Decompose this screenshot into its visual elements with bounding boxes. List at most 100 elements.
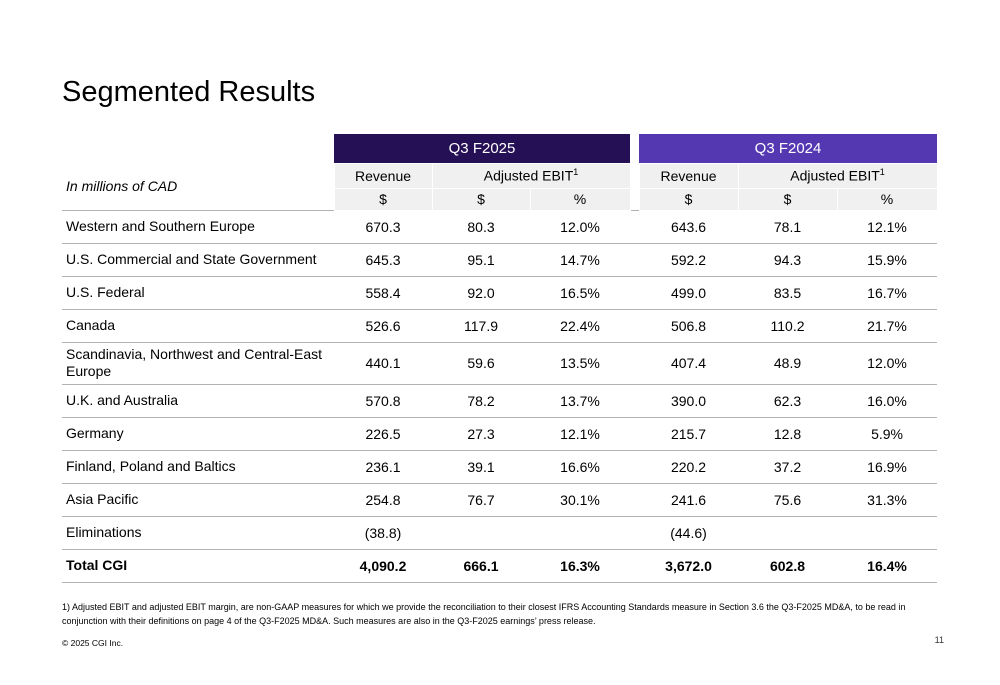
table-row: Asia Pacific 254.8 76.7 30.1% 241.6 75.6… <box>62 482 938 516</box>
ebit-pct-2025: 12.0% <box>530 209 631 243</box>
adjusted-ebit-label: Adjusted EBIT <box>483 167 574 184</box>
revenue-2025: 226.5 <box>334 416 432 450</box>
revenue-2024: 592.2 <box>639 242 739 276</box>
ebit-2025: 117.9 <box>432 308 530 342</box>
ebit-pct-2024: 16.7% <box>837 275 938 309</box>
ebit-2025: 80.3 <box>432 209 530 243</box>
period-gap <box>630 188 640 210</box>
ebit-pct-2024: 5.9% <box>837 416 938 450</box>
table-row: U.S. Commercial and State Government 645… <box>62 242 938 276</box>
revenue-2024: 241.6 <box>639 482 739 516</box>
period-gap <box>630 134 640 163</box>
revenue-2024: 643.6 <box>639 209 739 243</box>
footnote-line-2: conjunction with their definitions on pa… <box>62 615 596 626</box>
adjusted-ebit-header-2024: Adjusted EBIT1 <box>737 162 938 189</box>
revenue-2025: 670.3 <box>334 209 432 243</box>
ebit-pct-2025: 16.3% <box>530 548 631 583</box>
table-row: Germany 226.5 27.3 12.1% 215.7 12.8 5.9% <box>62 416 938 450</box>
percent-header: % <box>836 187 938 211</box>
revenue-2025: 526.6 <box>334 308 432 342</box>
segment-name: Canada <box>62 308 334 342</box>
ebit-pct-2025: 13.7% <box>530 383 631 417</box>
ebit-pct-2024: 16.4% <box>837 548 938 583</box>
segment-name: Scandinavia, Northwest and Central-East … <box>62 341 334 384</box>
ebit-2024: 62.3 <box>738 383 838 417</box>
ebit-pct-2024: 31.3% <box>837 482 938 516</box>
spacer-cell <box>62 134 334 163</box>
ebit-2024: 48.9 <box>738 341 838 384</box>
ebit-2025: 27.3 <box>432 416 530 450</box>
ebit-pct-2025: 30.1% <box>530 482 631 516</box>
segmented-results-table: Q3 F2025 Q3 F2024 In millions of CAD Rev… <box>62 134 938 583</box>
dollar-header: $ <box>638 187 739 211</box>
ebit-pct-2025: 14.7% <box>530 242 631 276</box>
segment-name: U.S. Commercial and State Government <box>62 242 334 276</box>
revenue-2024: 499.0 <box>639 275 739 309</box>
dollar-header: $ <box>333 187 433 211</box>
table-row: Eliminations (38.8) (44.6) <box>62 515 938 549</box>
ebit-2025: 76.7 <box>432 482 530 516</box>
ebit-pct-2025: 13.5% <box>530 341 631 384</box>
percent-header: % <box>529 187 631 211</box>
revenue-2025: 440.1 <box>334 341 432 384</box>
segment-name: Germany <box>62 416 334 450</box>
dollar-header: $ <box>431 187 531 211</box>
ebit-2025 <box>432 515 530 549</box>
table-row: Scandinavia, Northwest and Central-East … <box>62 341 938 384</box>
footnote-marker: 1 <box>573 167 579 178</box>
ebit-pct-2024 <box>837 515 938 549</box>
revenue-2025: 645.3 <box>334 242 432 276</box>
page-title: Segmented Results <box>62 76 316 108</box>
ebit-2025: 95.1 <box>432 242 530 276</box>
column-group-header-row: In millions of CAD Revenue Adjusted EBIT… <box>62 162 938 194</box>
ebit-2024: 12.8 <box>738 416 838 450</box>
total-row: Total CGI 4,090.2 666.1 16.3% 3,672.0 60… <box>62 548 938 583</box>
revenue-2024: 3,672.0 <box>639 548 739 583</box>
segment-name: Western and Southern Europe <box>62 209 334 243</box>
revenue-2024: 506.8 <box>639 308 739 342</box>
segment-name: Finland, Poland and Baltics <box>62 449 334 483</box>
ebit-2024: 78.1 <box>738 209 838 243</box>
table-row: U.S. Federal 558.4 92.0 16.5% 499.0 83.5… <box>62 275 938 309</box>
ebit-2025: 92.0 <box>432 275 530 309</box>
segment-name: U.S. Federal <box>62 275 334 309</box>
ebit-pct-2025: 16.6% <box>530 449 631 483</box>
table-row: Western and Southern Europe 670.3 80.3 1… <box>62 209 938 243</box>
revenue-2024: 215.7 <box>639 416 739 450</box>
ebit-pct-2025: 22.4% <box>530 308 631 342</box>
ebit-pct-2025: 12.1% <box>530 416 631 450</box>
segment-name: Total CGI <box>62 548 334 583</box>
revenue-2024: 407.4 <box>639 341 739 384</box>
period-gap <box>630 163 640 188</box>
revenue-2025: 254.8 <box>334 482 432 516</box>
revenue-header-2024: Revenue <box>638 162 739 189</box>
ebit-pct-2024: 12.0% <box>837 341 938 384</box>
ebit-2025: 59.6 <box>432 341 530 384</box>
revenue-2024: 390.0 <box>639 383 739 417</box>
segment-name: Eliminations <box>62 515 334 549</box>
revenue-2025: 570.8 <box>334 383 432 417</box>
ebit-2024 <box>738 515 838 549</box>
footnote: 1) Adjusted EBIT and adjusted EBIT margi… <box>62 601 914 628</box>
revenue-2025: (38.8) <box>334 515 432 549</box>
units-label: In millions of CAD <box>66 178 178 195</box>
dollar-header: $ <box>737 187 838 211</box>
ebit-2024: 602.8 <box>738 548 838 583</box>
period-header-q3-f2024: Q3 F2024 <box>639 134 938 163</box>
ebit-2024: 110.2 <box>738 308 838 342</box>
ebit-2024: 83.5 <box>738 275 838 309</box>
revenue-2025: 236.1 <box>334 449 432 483</box>
table-row: U.K. and Australia 570.8 78.2 13.7% 390.… <box>62 383 938 417</box>
period-header-q3-f2025: Q3 F2025 <box>334 134 631 163</box>
ebit-2025: 78.2 <box>432 383 530 417</box>
page-number: 11 <box>934 635 944 645</box>
ebit-pct-2025: 16.5% <box>530 275 631 309</box>
ebit-pct-2024: 15.9% <box>837 242 938 276</box>
revenue-header-2025: Revenue <box>333 162 433 189</box>
ebit-2024: 37.2 <box>738 449 838 483</box>
footnote-marker: 1 <box>879 167 885 178</box>
period-header-row: Q3 F2025 Q3 F2024 <box>62 134 938 163</box>
segment-name: U.K. and Australia <box>62 383 334 417</box>
table-row: Finland, Poland and Baltics 236.1 39.1 1… <box>62 449 938 483</box>
adjusted-ebit-label: Adjusted EBIT <box>790 167 880 184</box>
